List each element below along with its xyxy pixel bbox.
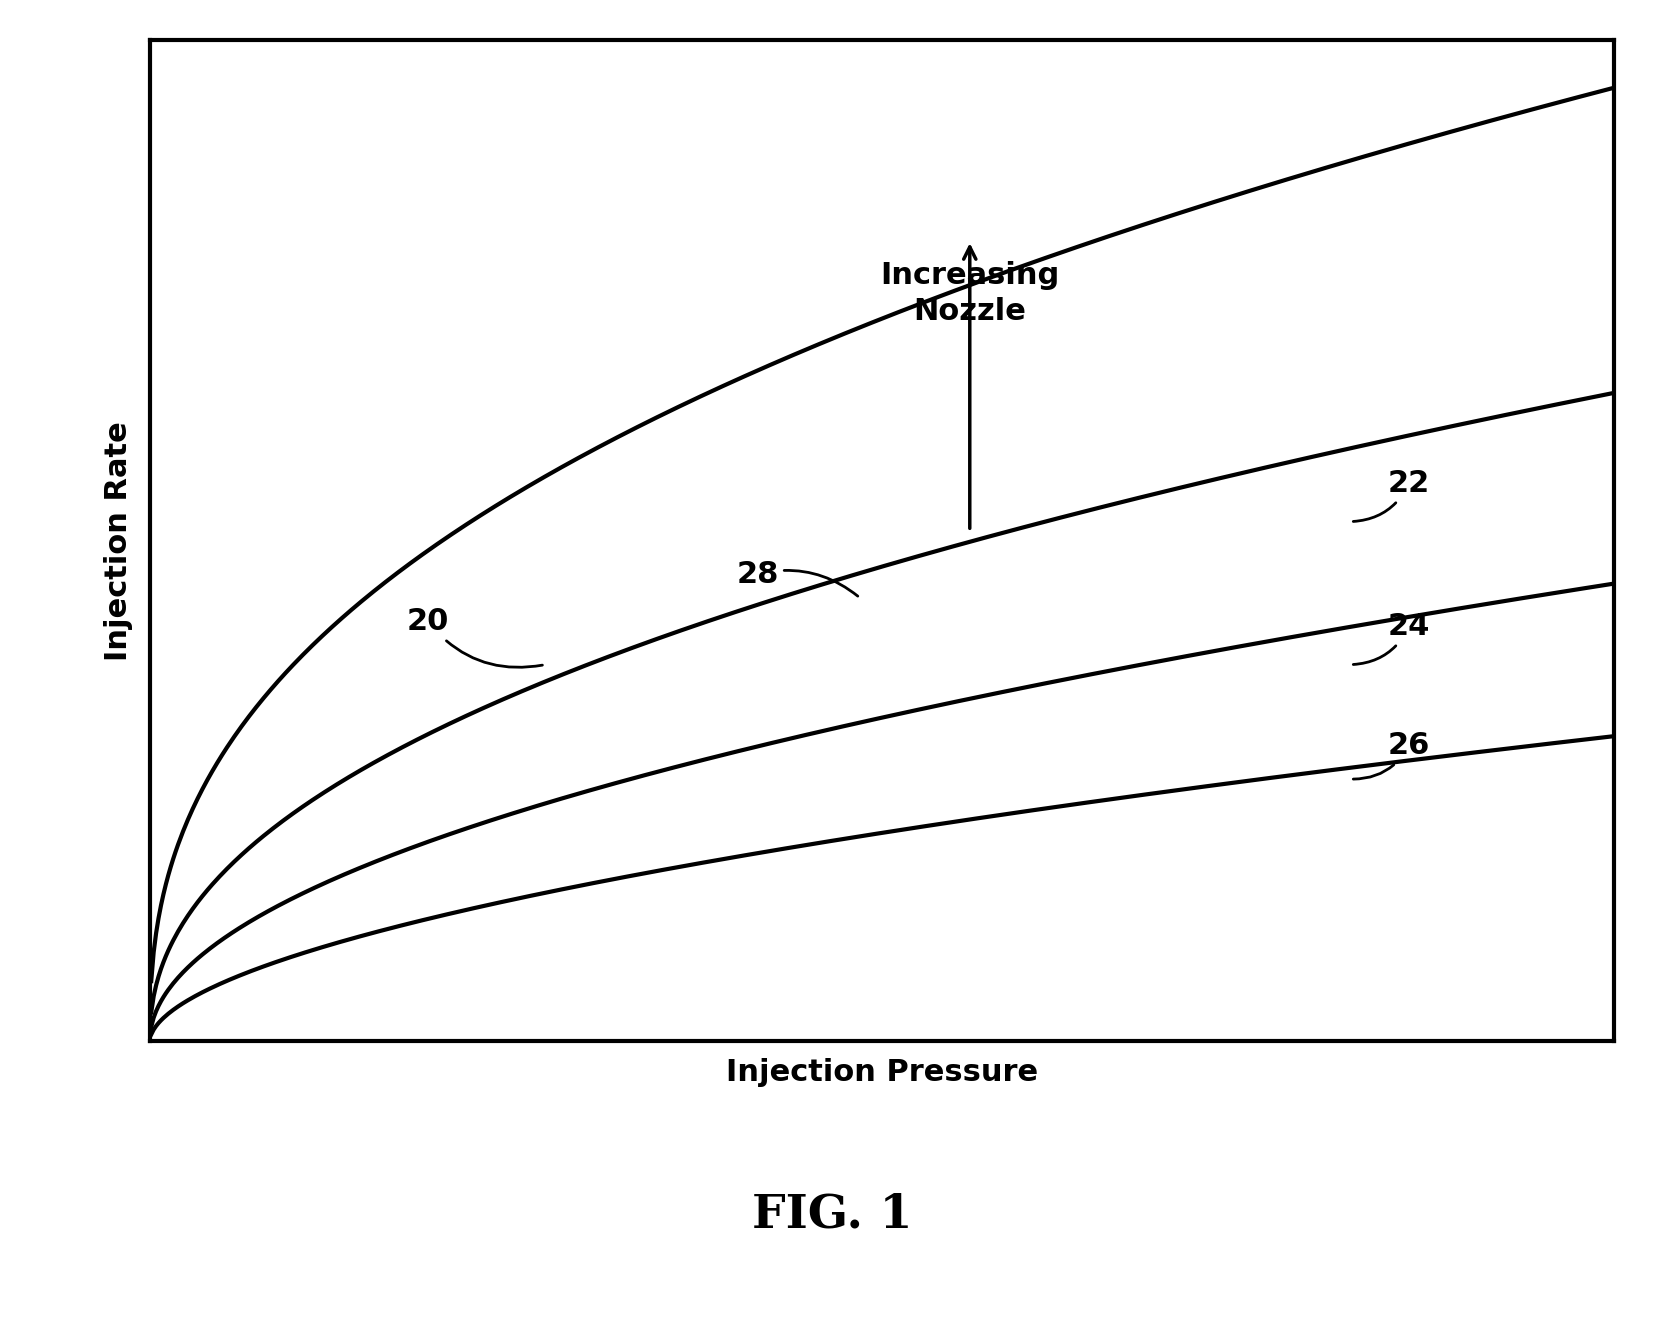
Text: 22: 22 (1353, 469, 1429, 522)
Text: 24: 24 (1353, 611, 1431, 665)
Text: FIG. 1: FIG. 1 (752, 1192, 912, 1238)
Y-axis label: Injection Rate: Injection Rate (105, 421, 133, 661)
Text: 20: 20 (406, 607, 542, 668)
Text: Increasing
Nozzle: Increasing Nozzle (880, 262, 1060, 326)
Text: 26: 26 (1353, 732, 1431, 780)
X-axis label: Injection Pressure: Injection Pressure (726, 1057, 1038, 1087)
Text: 28: 28 (735, 559, 859, 597)
